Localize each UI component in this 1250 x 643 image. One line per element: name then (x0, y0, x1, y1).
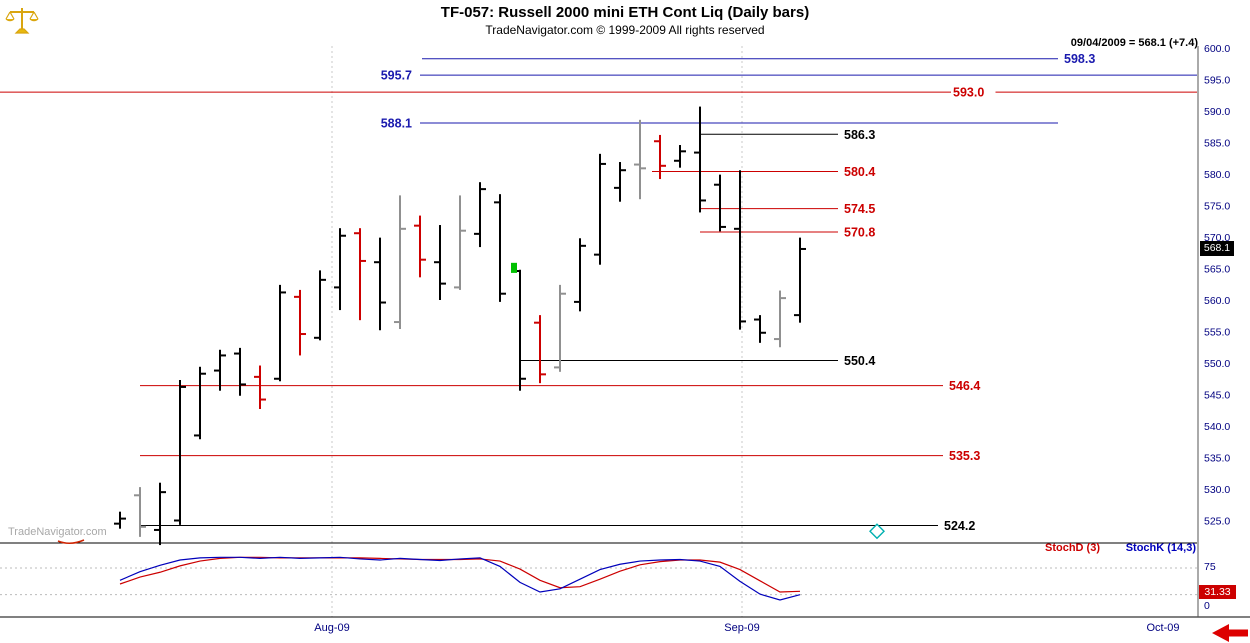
price-level-label: 535.3 (949, 449, 980, 463)
price-level-label: 586.3 (844, 128, 875, 142)
price-level-label-bg (947, 377, 992, 393)
price-level-label: 593.0 (953, 86, 984, 100)
stochd-legend-label[interactable]: StochD (3) (1045, 542, 1100, 554)
last-quote-info: 09/04/2009 = 568.1 (+7.4) (1070, 37, 1198, 49)
price-level-label-bg (842, 163, 887, 179)
price-level-label-bg (369, 67, 414, 83)
stoch-d-line (119, 556, 801, 593)
x-axis-label: Sep-09 (724, 622, 759, 634)
price-axis-tick: 540.0 (1204, 421, 1230, 433)
price-axis-tick: 530.0 (1204, 484, 1230, 496)
stoch-axis-0-label: 0 (1204, 600, 1210, 612)
chart-title: TF-057: Russell 2000 mini ETH Cont Liq (… (440, 4, 810, 21)
price-level-label: 595.7 (381, 69, 412, 83)
price-level-label-bg (842, 200, 887, 216)
price-level-label: 570.8 (844, 225, 875, 239)
price-level-label-bg (369, 114, 414, 130)
tradenavigator-logo-icon (5, 8, 39, 34)
price-level-label-bg (842, 223, 887, 239)
price-level-label-bg (951, 84, 996, 100)
price-axis-tick: 525.0 (1204, 516, 1230, 528)
price-level-label: 574.5 (844, 202, 875, 216)
price-axis-tick: 595.0 (1204, 75, 1230, 87)
x-axis-label: Aug-09 (314, 622, 349, 634)
price-level-label-bg (842, 126, 887, 142)
diamond-marker[interactable] (869, 523, 885, 540)
buy-signal-marker (511, 262, 517, 273)
current-price-badge: 568.1 (1200, 241, 1234, 256)
price-level-label-bg (942, 517, 987, 533)
stoch-axis-75-label: 75 (1204, 561, 1216, 573)
stochk-legend-label[interactable]: StochK (14,3) (1125, 542, 1196, 554)
stochd-value-badge: 31.33 (1199, 585, 1236, 599)
price-axis-tick: 560.0 (1204, 295, 1230, 307)
price-axis-tick: 600.0 (1204, 43, 1230, 55)
price-level-label: 580.4 (844, 165, 875, 179)
x-axis-label: Oct-09 (1146, 622, 1179, 634)
price-level-label: 550.4 (844, 354, 875, 368)
price-axis-tick: 585.0 (1204, 138, 1230, 150)
price-level-label-bg (1062, 50, 1107, 66)
price-axis-tick: 545.0 (1204, 390, 1230, 402)
chart-subtitle: TradeNavigator.com © 1999-2009 All right… (485, 23, 765, 37)
price-axis-tick: 550.0 (1204, 358, 1230, 370)
price-level-label-bg (842, 352, 887, 368)
chart-watermark: TradeNavigator.com (8, 526, 107, 538)
scroll-left-arrow-icon[interactable] (1212, 624, 1248, 642)
price-level-label: 546.4 (949, 379, 980, 393)
price-level-label: 588.1 (381, 116, 412, 130)
price-axis-tick: 580.0 (1204, 169, 1230, 181)
price-level-label-bg (947, 447, 992, 463)
watermark-swoosh-icon (57, 539, 85, 544)
price-axis-tick: 565.0 (1204, 264, 1230, 276)
price-axis-tick: 535.0 (1204, 453, 1230, 465)
price-axis-tick: 590.0 (1204, 106, 1230, 118)
price-level-label: 598.3 (1064, 52, 1095, 66)
price-level-label: 524.2 (944, 519, 975, 533)
price-axis-tick: 575.0 (1204, 201, 1230, 213)
price-axis-tick: 555.0 (1204, 327, 1230, 339)
stoch-k-line (119, 556, 801, 601)
